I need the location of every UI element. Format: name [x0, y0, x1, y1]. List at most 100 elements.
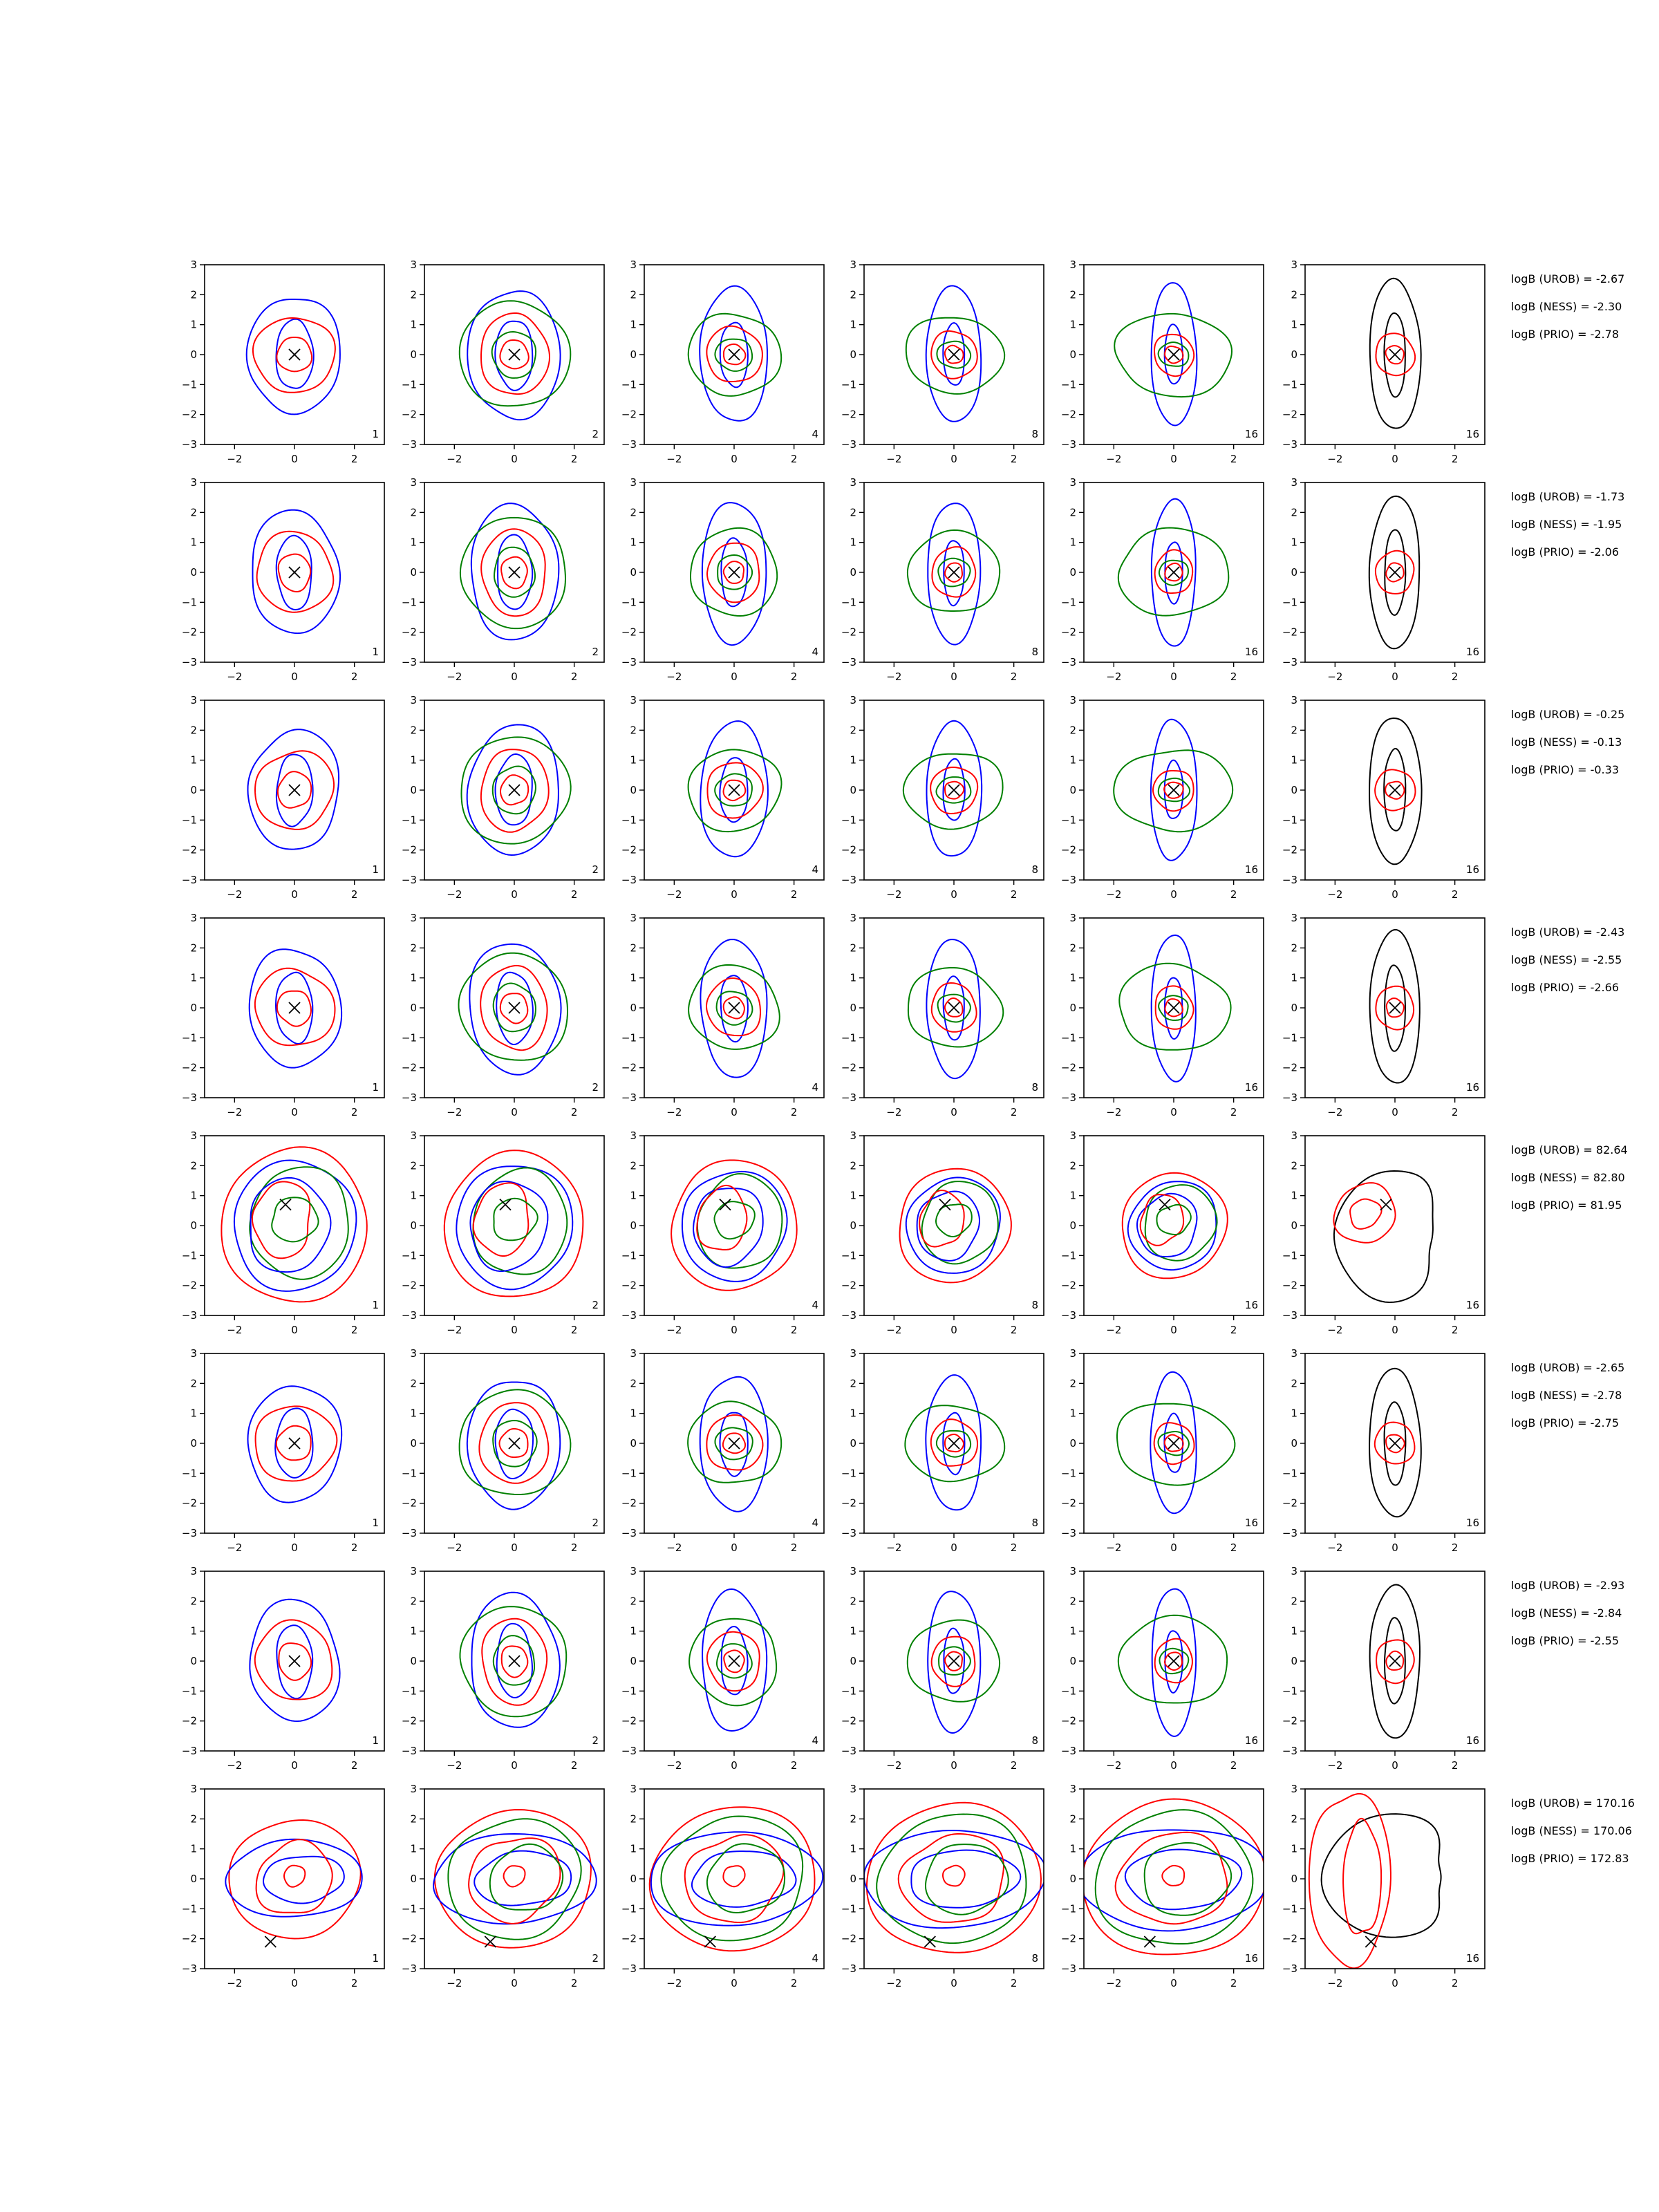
y-tick-label: −2	[182, 1933, 197, 1945]
contour-line	[252, 509, 341, 635]
contour-line	[1113, 749, 1234, 833]
contour-line	[433, 1808, 592, 1949]
y-tick-label: 0	[1291, 1219, 1297, 1232]
panel-r1-c4: 8 −2 0 2 3 2 1 0 −1 −2 −3	[841, 259, 1044, 465]
true-point-marker	[1365, 1936, 1377, 1948]
contour-group	[459, 503, 567, 641]
panel-r2-c4: 8 −2 0 2 3 2 1 0 −1 −2 −3	[841, 476, 1044, 683]
contour-line	[275, 1425, 312, 1461]
contour-line	[254, 967, 336, 1047]
x-tick-label: −2	[666, 1977, 682, 1989]
x-tick-label: 2	[791, 453, 798, 465]
y-tick-label: −1	[1282, 1031, 1297, 1044]
contour-line	[925, 1374, 982, 1511]
y-tick-label: −2	[1061, 1280, 1076, 1292]
y-tick-label: −3	[841, 1091, 856, 1104]
contour-group	[433, 1808, 597, 1949]
contour-line	[1369, 1367, 1422, 1518]
panel-r5-c2: 2 −2 0 2 3 2 1 0 −1 −2 −3	[402, 1130, 605, 1336]
y-tick-label: 1	[630, 754, 637, 767]
contour-line	[930, 982, 977, 1033]
contour-line	[688, 1618, 778, 1707]
y-tick-label: −1	[621, 1685, 637, 1697]
panel-r3-c5: 16 −2 0 2 3 2 1 0 −1 −2 −3	[1061, 694, 1264, 901]
y-tick-label: 0	[410, 566, 417, 579]
y-tick-label: −1	[1282, 1902, 1297, 1915]
y-tick-label: 1	[410, 319, 417, 331]
y-tick-label: 2	[410, 506, 417, 518]
contour-line	[716, 1643, 753, 1679]
sample-count-label: 16	[1245, 1952, 1258, 1965]
y-tick-label: 0	[410, 1219, 417, 1232]
y-tick-label: −2	[402, 1497, 417, 1510]
contour-line	[722, 1865, 746, 1888]
contour-line	[254, 1619, 333, 1700]
true-point-marker	[279, 1199, 292, 1211]
y-tick-label: 1	[850, 1407, 856, 1420]
axes-frame	[204, 1135, 385, 1316]
y-tick-label: −1	[621, 1031, 637, 1044]
y-tick-label: 0	[630, 1002, 637, 1014]
panel-r6-c6: 16 −2 0 2 3 2 1 0 −1 −2 −3	[1282, 1347, 1485, 1554]
y-tick-label: 1	[1069, 754, 1076, 767]
contour-line	[723, 343, 747, 366]
contour-line	[897, 1833, 1005, 1923]
contour-line	[1117, 1614, 1228, 1704]
contour-line	[480, 964, 548, 1051]
x-tick-label: −2	[1327, 1759, 1342, 1772]
contour-line	[1383, 1617, 1406, 1705]
contour-line	[256, 530, 335, 613]
contour-line	[493, 1197, 538, 1241]
y-tick-label: 2	[1291, 506, 1297, 518]
y-tick-label: −2	[402, 409, 417, 421]
y-tick-label: −2	[1282, 1497, 1297, 1510]
true-point-marker	[288, 1002, 301, 1014]
y-tick-label: 0	[190, 1655, 197, 1667]
y-tick-label: 1	[850, 1190, 856, 1202]
sample-count-label: 4	[812, 863, 818, 876]
y-tick-label: −1	[182, 1685, 197, 1697]
y-tick-label: 3	[850, 694, 856, 706]
panel-r6-c4: 8 −2 0 2 3 2 1 0 −1 −2 −3	[841, 1347, 1044, 1554]
y-tick-label: −2	[1061, 844, 1076, 856]
y-tick-label: −3	[402, 1309, 417, 1322]
sample-count-label: 1	[372, 1081, 379, 1094]
y-tick-label: −3	[182, 874, 197, 886]
sample-count-label: 16	[1466, 1734, 1479, 1747]
contour-line	[942, 322, 966, 386]
true-point-marker	[1168, 566, 1180, 579]
contour-line	[250, 1177, 332, 1273]
contour-line	[221, 1146, 368, 1303]
logB-annotation: logB (NESS) = -2.78	[1511, 1389, 1622, 1402]
y-tick-label: 2	[1291, 724, 1297, 736]
y-tick-label: 0	[630, 1655, 637, 1667]
y-tick-label: 2	[190, 1159, 197, 1172]
x-tick-label: 2	[1230, 888, 1237, 901]
y-tick-label: 2	[630, 1595, 637, 1607]
true-point-marker	[1389, 1655, 1401, 1667]
y-tick-label: 0	[1291, 566, 1297, 579]
contour-line	[930, 1418, 978, 1467]
y-tick-label: 3	[850, 1565, 856, 1577]
axes-frame	[1304, 1788, 1485, 1969]
contour-line	[503, 1865, 526, 1888]
x-tick-label: 0	[1170, 453, 1177, 465]
y-tick-label: 2	[410, 724, 417, 736]
panel-r3-c1: 1 −2 0 2 3 2 1 0 −1 −2 −3	[182, 694, 385, 901]
x-tick-label: 2	[351, 1759, 358, 1772]
contour-line	[942, 758, 966, 821]
contour-line	[937, 993, 971, 1023]
contour-line	[274, 971, 314, 1045]
x-tick-label: 2	[791, 1324, 798, 1336]
logB-annotation: logB (NESS) = -2.55	[1511, 953, 1622, 966]
panel-r5-c4: 8 −2 0 2 3 2 1 0 −1 −2 −3	[841, 1130, 1044, 1336]
y-tick-label: −2	[402, 1933, 417, 1945]
y-tick-label: 2	[190, 1812, 197, 1825]
contour-line	[480, 749, 550, 833]
x-tick-label: 0	[950, 453, 957, 465]
y-tick-label: −2	[1282, 1715, 1297, 1727]
y-tick-label: −3	[1282, 438, 1297, 451]
contour-line	[648, 1806, 816, 1952]
contour-line	[1376, 1639, 1415, 1685]
logB-annotation: logB (PRIO) = -0.33	[1511, 763, 1619, 776]
